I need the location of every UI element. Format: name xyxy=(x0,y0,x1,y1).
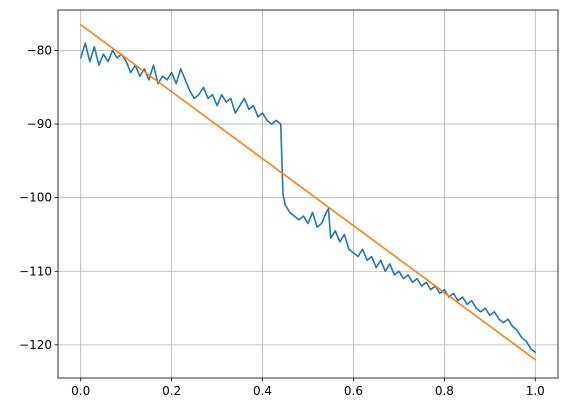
x-tick-label: 0.8 xyxy=(435,384,454,398)
series-line-fit xyxy=(79,23,537,361)
x-tick-label: 0.6 xyxy=(344,384,363,398)
x-tick-label: 0.4 xyxy=(253,384,272,398)
series-line-noisy xyxy=(79,42,537,354)
x-axis: 0.0 0.2 0.4 0.6 0.8 1.0 xyxy=(71,378,545,398)
grid xyxy=(58,10,558,378)
x-tick-label: 0.0 xyxy=(71,384,90,398)
y-tick-label: −100 xyxy=(19,191,52,205)
plot-background xyxy=(58,10,558,378)
y-tick-label: −90 xyxy=(27,117,52,131)
y-tick-label: −110 xyxy=(19,264,52,278)
x-tick-label: 1.0 xyxy=(526,384,545,398)
y-tick-label: −80 xyxy=(27,43,52,57)
series-group xyxy=(79,23,537,361)
x-tick-label: 0.2 xyxy=(162,384,181,398)
y-tick-label: −120 xyxy=(19,338,52,352)
plot-frame xyxy=(57,9,559,379)
y-axis: −80 −90 −100 −110 −120 xyxy=(19,43,58,352)
